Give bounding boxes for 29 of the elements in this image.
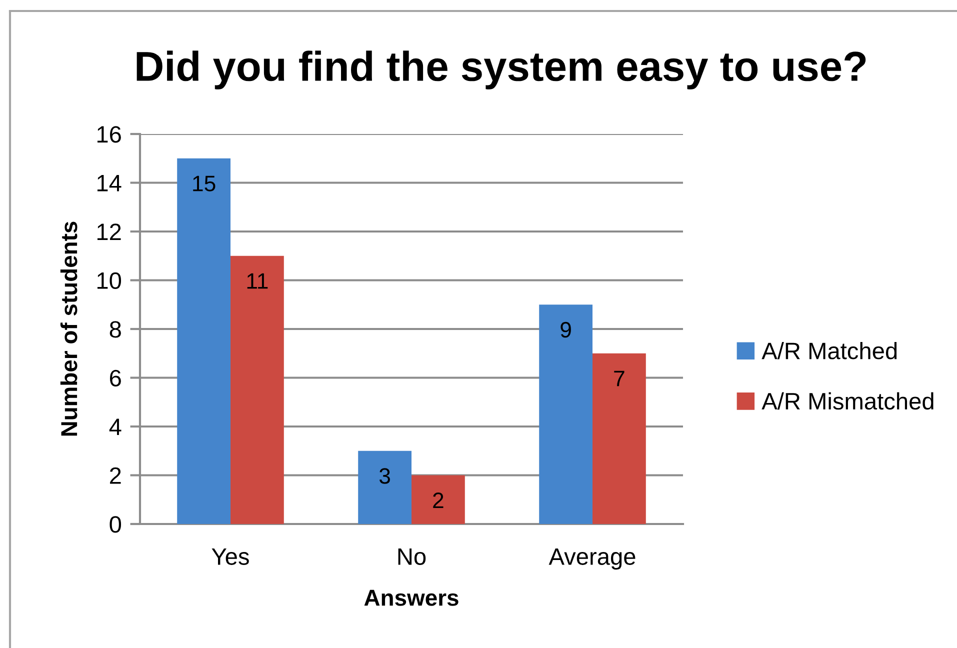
y-tick-label: 14 [97, 175, 122, 192]
y-tick-label: 2 [110, 467, 121, 484]
data-label: 7 [614, 370, 624, 386]
chart-title: Did you find the system easy to use? [136, 50, 866, 90]
data-label: 15 [193, 176, 216, 192]
bar [592, 353, 646, 524]
x-tick-label: Average [548, 548, 636, 570]
data-label: 2 [433, 492, 444, 508]
data-label: 9 [560, 322, 571, 338]
legend-label: A/R Matched [762, 342, 897, 360]
x-tick-label: No [398, 548, 426, 565]
y-tick-label: 0 [110, 516, 122, 533]
data-label: 11 [247, 273, 268, 289]
y-tick-label: 8 [110, 321, 121, 338]
bar [412, 475, 465, 524]
legend-label: A/R Mismatched [762, 392, 934, 410]
y-tick-label: 10 [97, 272, 122, 290]
x-axis-title: Answers [364, 590, 458, 606]
y-tick-label: 6 [110, 370, 121, 387]
y-tick-label: 4 [109, 418, 122, 436]
x-tick-label: Yes [212, 548, 249, 565]
y-tick-label: 12 [97, 224, 121, 240]
y-tick-label: 16 [97, 126, 121, 143]
bar [539, 304, 592, 524]
bar [230, 256, 284, 524]
y-axis-title: Number of students [60, 222, 78, 436]
bar [358, 450, 412, 524]
data-label: 3 [379, 468, 390, 484]
bar [177, 158, 230, 524]
